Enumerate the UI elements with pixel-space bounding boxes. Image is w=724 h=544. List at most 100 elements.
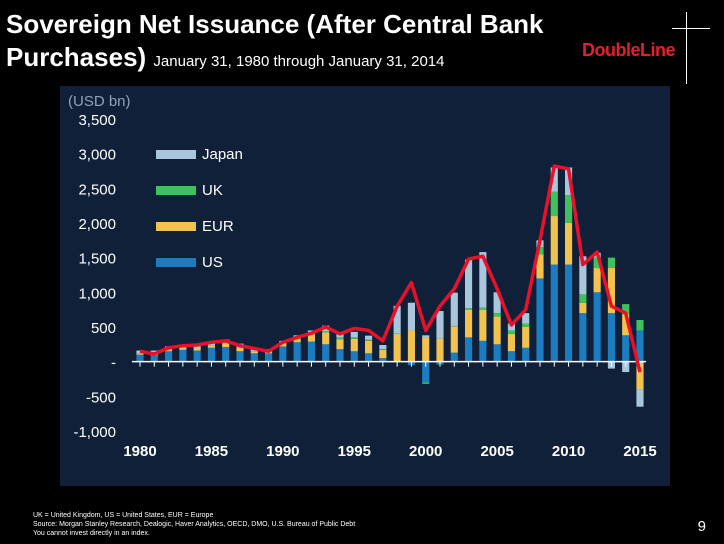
bar-segment-eur	[550, 216, 558, 265]
bar-segment-us	[322, 344, 330, 362]
bar-segment-us	[550, 264, 558, 362]
bar-segment-eur	[379, 349, 387, 359]
bar-segment-uk	[622, 304, 630, 315]
bar-segment-eur	[579, 302, 587, 314]
bar-segment-japan	[393, 305, 401, 334]
bar-segment-us	[193, 350, 201, 362]
bar-segment-eur	[536, 254, 544, 279]
page-number: 9	[697, 518, 706, 535]
bar-segment-us	[250, 353, 258, 362]
y-tick-label: 500	[91, 320, 116, 337]
bar-segment-uk	[393, 333, 401, 335]
bar-segment-japan	[436, 311, 444, 339]
x-tick-label: 1985	[195, 443, 228, 460]
bar-segment-uk	[565, 195, 573, 223]
bar-segment-us	[150, 355, 158, 362]
bar-segment-eur	[507, 333, 515, 352]
bar-segment-uk	[593, 257, 601, 269]
bar-segment-us	[265, 353, 273, 362]
bar-segment-eur	[336, 339, 344, 350]
x-axis: 1980 1985 1990 1995 2000 2005 2010 2015	[123, 360, 657, 460]
bar-segment-us	[336, 349, 344, 362]
bar-segment-us	[622, 335, 630, 362]
bar-segment-japan	[450, 292, 458, 326]
bar-segment-eur	[465, 309, 473, 338]
bar-segment-eur	[636, 361, 644, 390]
bar-segment-japan	[507, 323, 515, 331]
y-axis: 3,500 3,000 2,500 2,000 1,500 1,000 500 - -500 -1…	[73, 112, 116, 441]
bar-segment-us	[522, 347, 530, 362]
bar-segment-japan	[350, 331, 358, 338]
bar-segment-japan	[550, 167, 558, 192]
bar-segment-us	[507, 351, 515, 362]
bar-segment-us	[493, 344, 501, 362]
bar-segment-eur	[493, 316, 501, 345]
title-subtitle: January 31, 1980 through January 31, 201…	[153, 53, 445, 70]
legend-label-us: US	[202, 254, 223, 271]
bar-segment-uk	[579, 294, 587, 303]
bar-segment-eur	[522, 326, 530, 348]
y-tick-label: 1,500	[78, 251, 116, 268]
bar-segment-eur	[565, 222, 573, 265]
bar-segment-uk	[350, 337, 358, 339]
y-tick-label: 3,000	[78, 147, 116, 164]
bar-segment-eur	[136, 353, 144, 355]
bar-segment-uk	[422, 382, 430, 384]
legend-label-eur: EUR	[202, 218, 234, 235]
bar-segment-eur	[250, 351, 258, 354]
bar-segment-uk	[536, 247, 544, 255]
logo-frame	[578, 12, 710, 84]
y-tick-label: -	[111, 355, 116, 372]
y-unit-label: (USD bn)	[68, 93, 131, 110]
x-tick-label: 1990	[266, 443, 299, 460]
bar-segment-us	[422, 361, 430, 383]
bar-segment-japan	[407, 302, 415, 331]
bar-segment-uk	[607, 257, 615, 269]
legend: Japan UK EUR US	[156, 146, 243, 271]
chart-title: Sovereign Net Issuance (After Central Ba…	[6, 8, 566, 78]
bar-segment-japan	[422, 335, 430, 338]
logo-frame-vertical-line	[686, 12, 687, 84]
bar-segment-eur	[293, 338, 301, 343]
bar-segment-uk	[507, 330, 515, 334]
bar-segment-japan	[579, 256, 587, 295]
bar-segment-eur	[322, 332, 330, 345]
bar-segment-us	[379, 358, 387, 362]
bar-segment-us	[293, 342, 301, 362]
bar-segment-us	[579, 313, 587, 362]
total-issuance-line	[139, 164, 642, 373]
y-tick-label: -500	[86, 389, 116, 406]
legend-label-uk: UK	[202, 182, 223, 199]
bar-segment-japan	[522, 313, 530, 324]
bar-segment-us	[136, 354, 144, 362]
bar-segment-japan	[565, 167, 573, 196]
x-tick-label: 1995	[338, 443, 371, 460]
footnote-source: Source: Morgan Stanley Research, Dealogi…	[33, 521, 356, 528]
bar-segment-japan	[479, 252, 487, 308]
bar-segment-us	[307, 341, 315, 362]
bar-segment-uk	[493, 313, 501, 317]
bar-segment-japan	[465, 259, 473, 309]
bar-segment-eur	[407, 330, 415, 362]
bar-segment-eur	[593, 268, 601, 293]
bar-segment-japan	[379, 345, 387, 350]
bar-segment-eur	[350, 338, 358, 352]
bar-segment-us	[165, 351, 173, 362]
y-tick-label: 2,500	[78, 181, 116, 198]
bar-segment-eur	[450, 326, 458, 353]
legend-swatch-uk	[156, 186, 196, 195]
bar-segment-us	[565, 264, 573, 362]
x-tick-label: 2010	[552, 443, 585, 460]
bar-segment-eur	[193, 348, 201, 351]
bar-segment-us	[236, 351, 244, 362]
bar-segment-eur	[393, 333, 401, 362]
logo-frame-horizontal-line	[672, 28, 710, 29]
bar-segment-uk	[365, 339, 373, 341]
bar-segment-us	[350, 351, 358, 362]
y-tick-label: 1,000	[78, 285, 116, 302]
y-tick-label: -1,000	[73, 424, 116, 441]
bar-segment-us	[279, 346, 287, 362]
x-tick-label: 1980	[123, 443, 156, 460]
bar-segment-eur	[622, 314, 630, 336]
bar-segment-us	[593, 292, 601, 362]
